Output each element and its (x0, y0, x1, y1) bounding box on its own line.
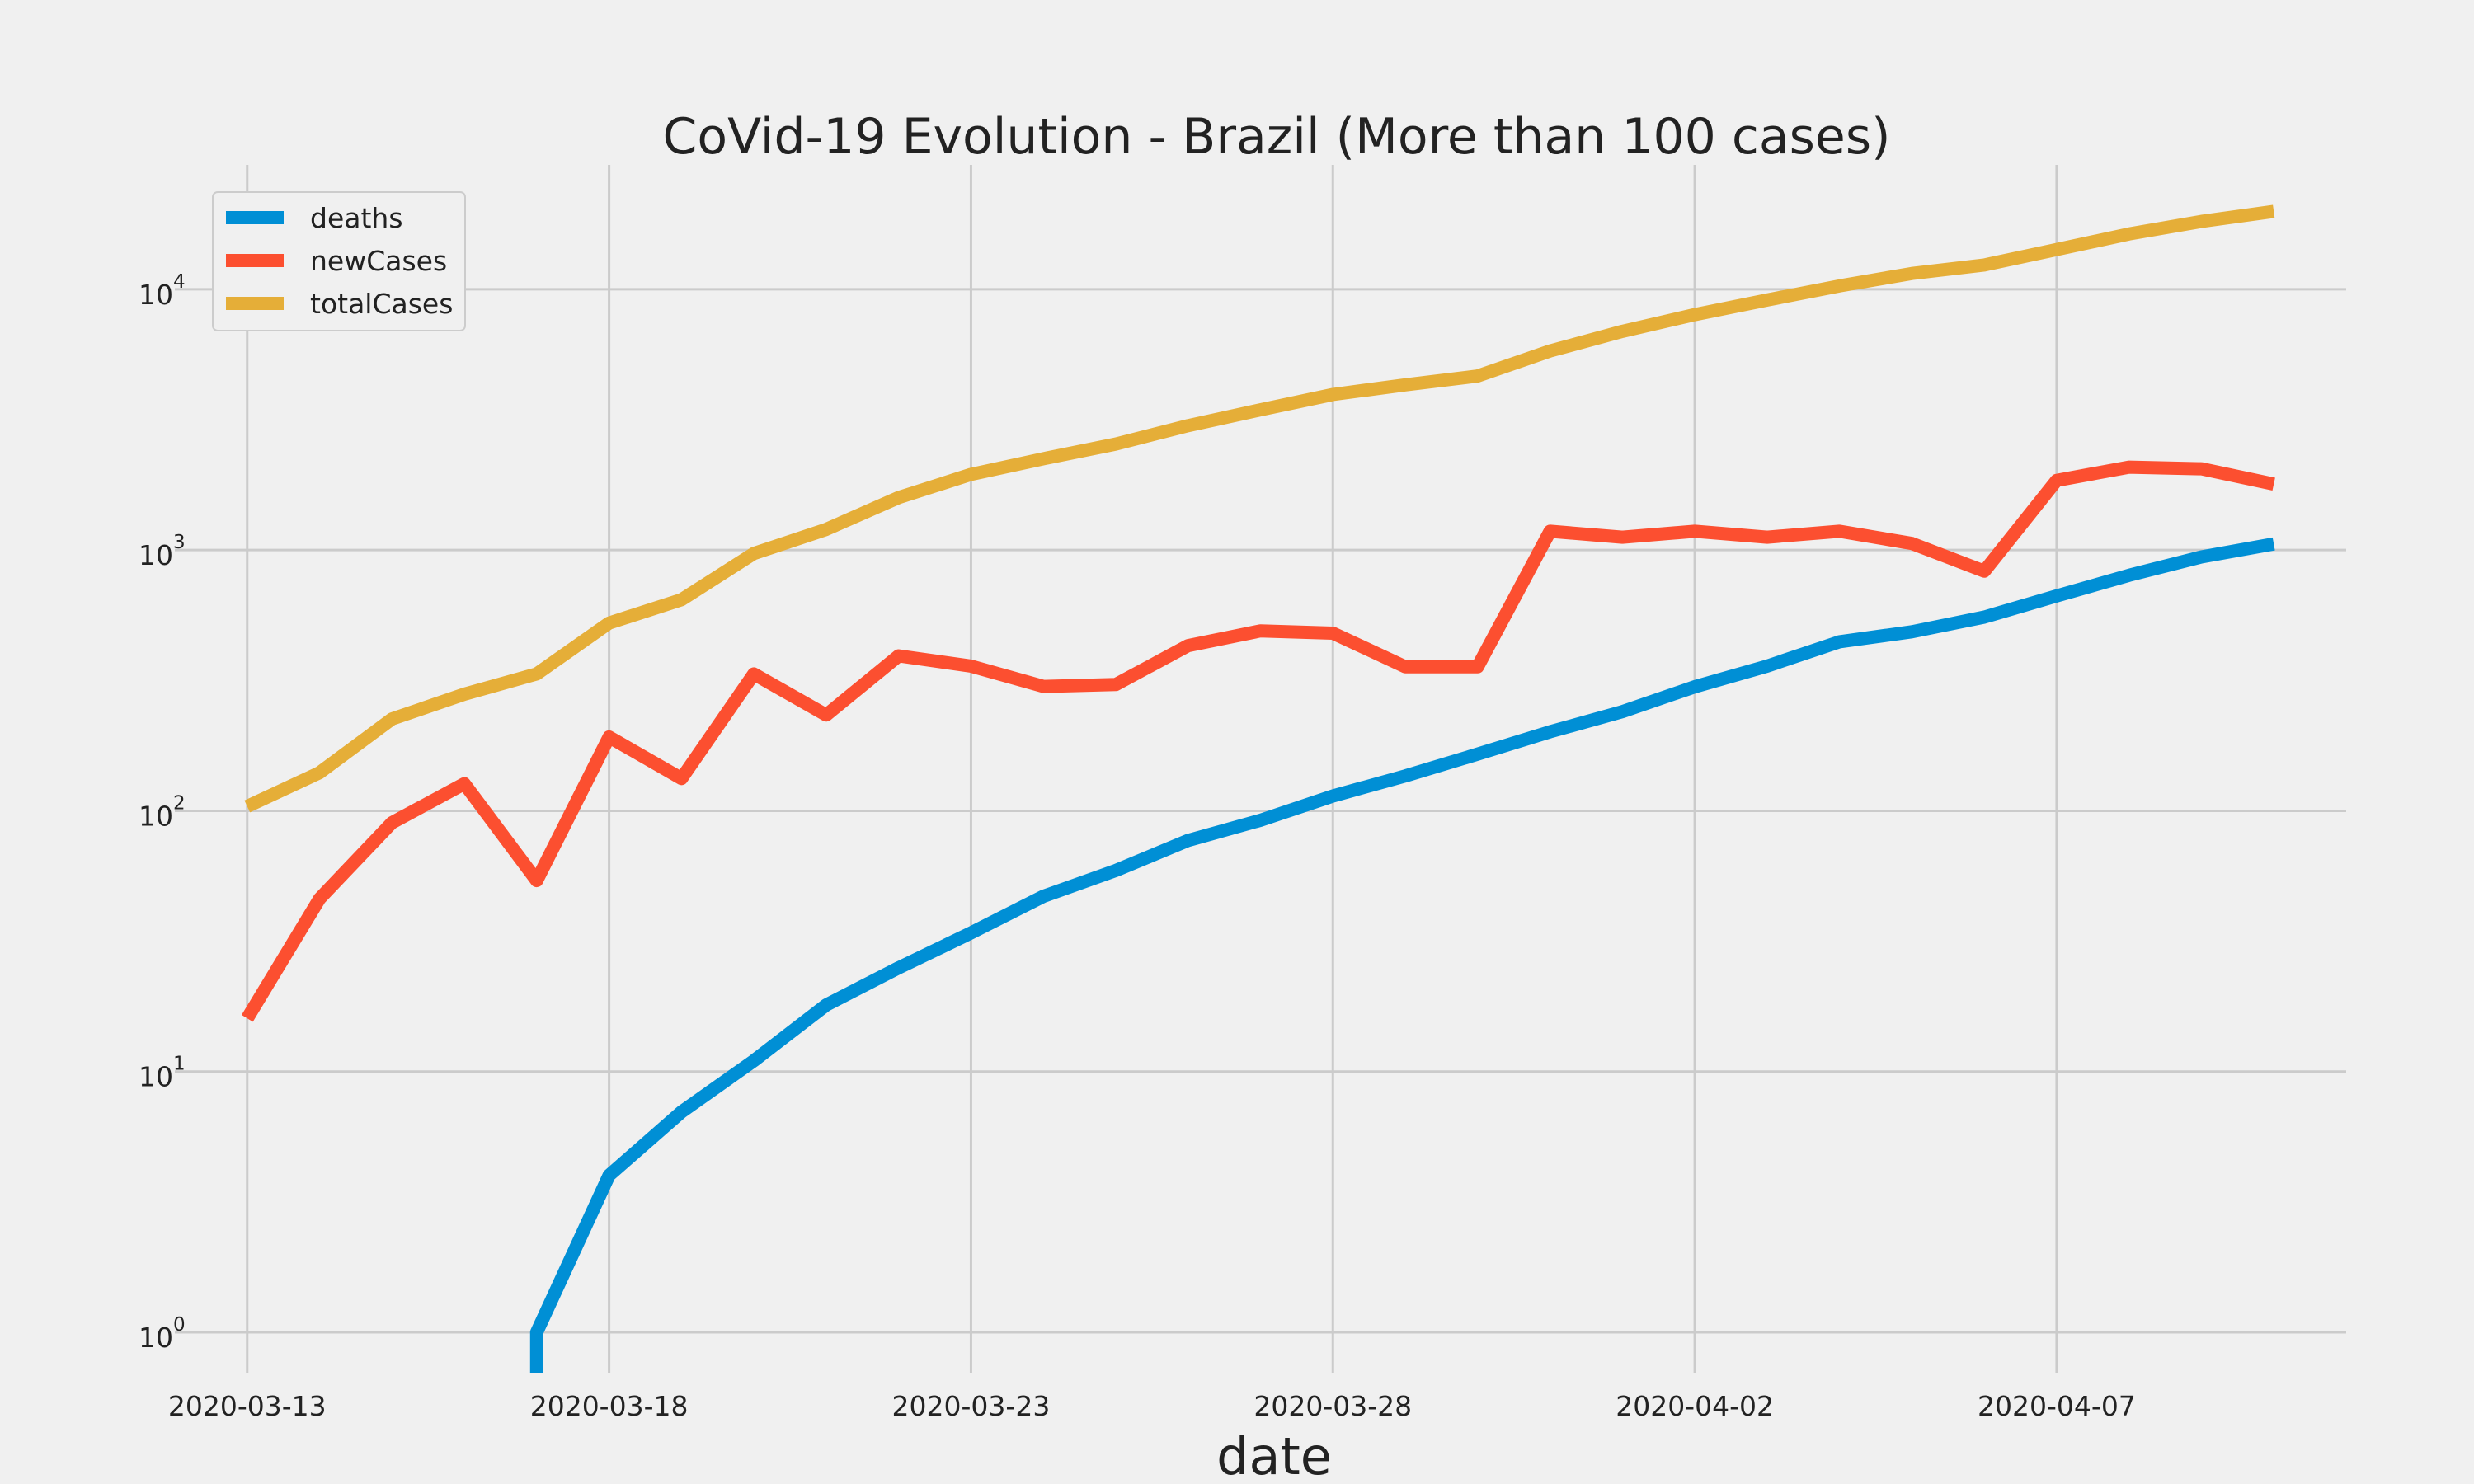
series-line-totalCases (244, 204, 2275, 813)
series-line-newCases (241, 460, 2275, 1022)
y-tick-label: 104 (139, 271, 186, 311)
x-tick-label: 2020-03-13 (168, 1390, 327, 1422)
legend-box (212, 191, 466, 331)
y-tick-labels: 100 101 102 103 104 (139, 271, 186, 1354)
x-tick-label: 2020-03-28 (1253, 1390, 1412, 1422)
x-tick-label: 2020-03-23 (892, 1390, 1051, 1422)
legend-label-newCases: newCases (310, 245, 447, 277)
grid (175, 165, 2346, 1373)
y-tick-label: 101 (139, 1054, 186, 1093)
legend: deaths newCases totalCases (212, 191, 466, 331)
legend-label-totalCases: totalCases (310, 288, 453, 320)
x-tick-label: 2020-03-18 (530, 1390, 689, 1422)
y-tick-label: 100 (139, 1314, 186, 1354)
y-tick-label: 103 (139, 532, 186, 571)
y-tick-label: 102 (139, 792, 186, 832)
x-tick-label: 2020-04-02 (1616, 1390, 1774, 1422)
chart-title: CoVid-19 Evolution - Brazil (More than 1… (662, 108, 1890, 166)
x-axis-label: date (1216, 1426, 1332, 1484)
series-line-deaths (529, 537, 2275, 1373)
series-lines (241, 204, 2275, 1373)
x-tick-label: 2020-04-07 (1978, 1390, 2136, 1422)
x-tick-labels: 2020-03-13 2020-03-18 2020-03-23 2020-03-28… (168, 1390, 2136, 1422)
legend-label-deaths: deaths (310, 202, 403, 234)
